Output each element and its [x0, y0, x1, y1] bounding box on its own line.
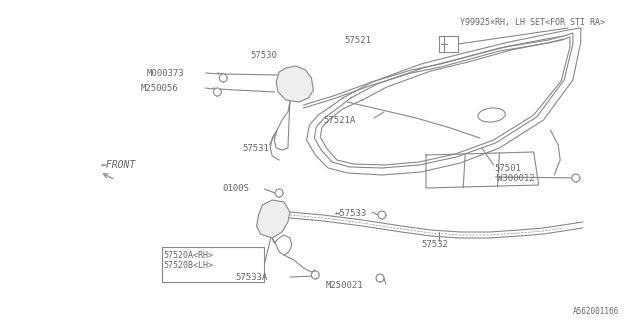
Text: 57531: 57531	[243, 143, 269, 153]
Text: M250056: M250056	[141, 84, 179, 92]
Circle shape	[572, 174, 580, 182]
Text: 57532: 57532	[421, 239, 448, 249]
Circle shape	[220, 74, 227, 82]
Text: 57521A: 57521A	[323, 116, 355, 124]
Circle shape	[214, 88, 221, 96]
Circle shape	[275, 189, 283, 197]
Text: 57533A: 57533A	[235, 274, 268, 283]
Text: M250021: M250021	[325, 281, 363, 290]
Text: ⇐FRONT: ⇐FRONT	[101, 160, 136, 170]
Text: 57530: 57530	[251, 51, 278, 60]
Text: W300012: W300012	[497, 173, 535, 182]
Text: ↔57533: ↔57533	[335, 209, 367, 218]
Polygon shape	[257, 200, 290, 238]
Circle shape	[312, 271, 319, 279]
Text: 57501: 57501	[495, 164, 522, 172]
Text: 57520A<RH>: 57520A<RH>	[164, 251, 214, 260]
Circle shape	[376, 274, 384, 282]
Text: 0100S: 0100S	[222, 183, 249, 193]
Text: Y99925×RH, LH SET<FOR STI RA>: Y99925×RH, LH SET<FOR STI RA>	[460, 18, 605, 27]
Text: A562001166: A562001166	[573, 307, 619, 316]
Polygon shape	[276, 66, 314, 102]
Text: M000373: M000373	[147, 68, 184, 77]
Text: 57521: 57521	[345, 36, 372, 44]
Circle shape	[378, 211, 386, 219]
Text: 57520B<LH>: 57520B<LH>	[164, 260, 214, 269]
